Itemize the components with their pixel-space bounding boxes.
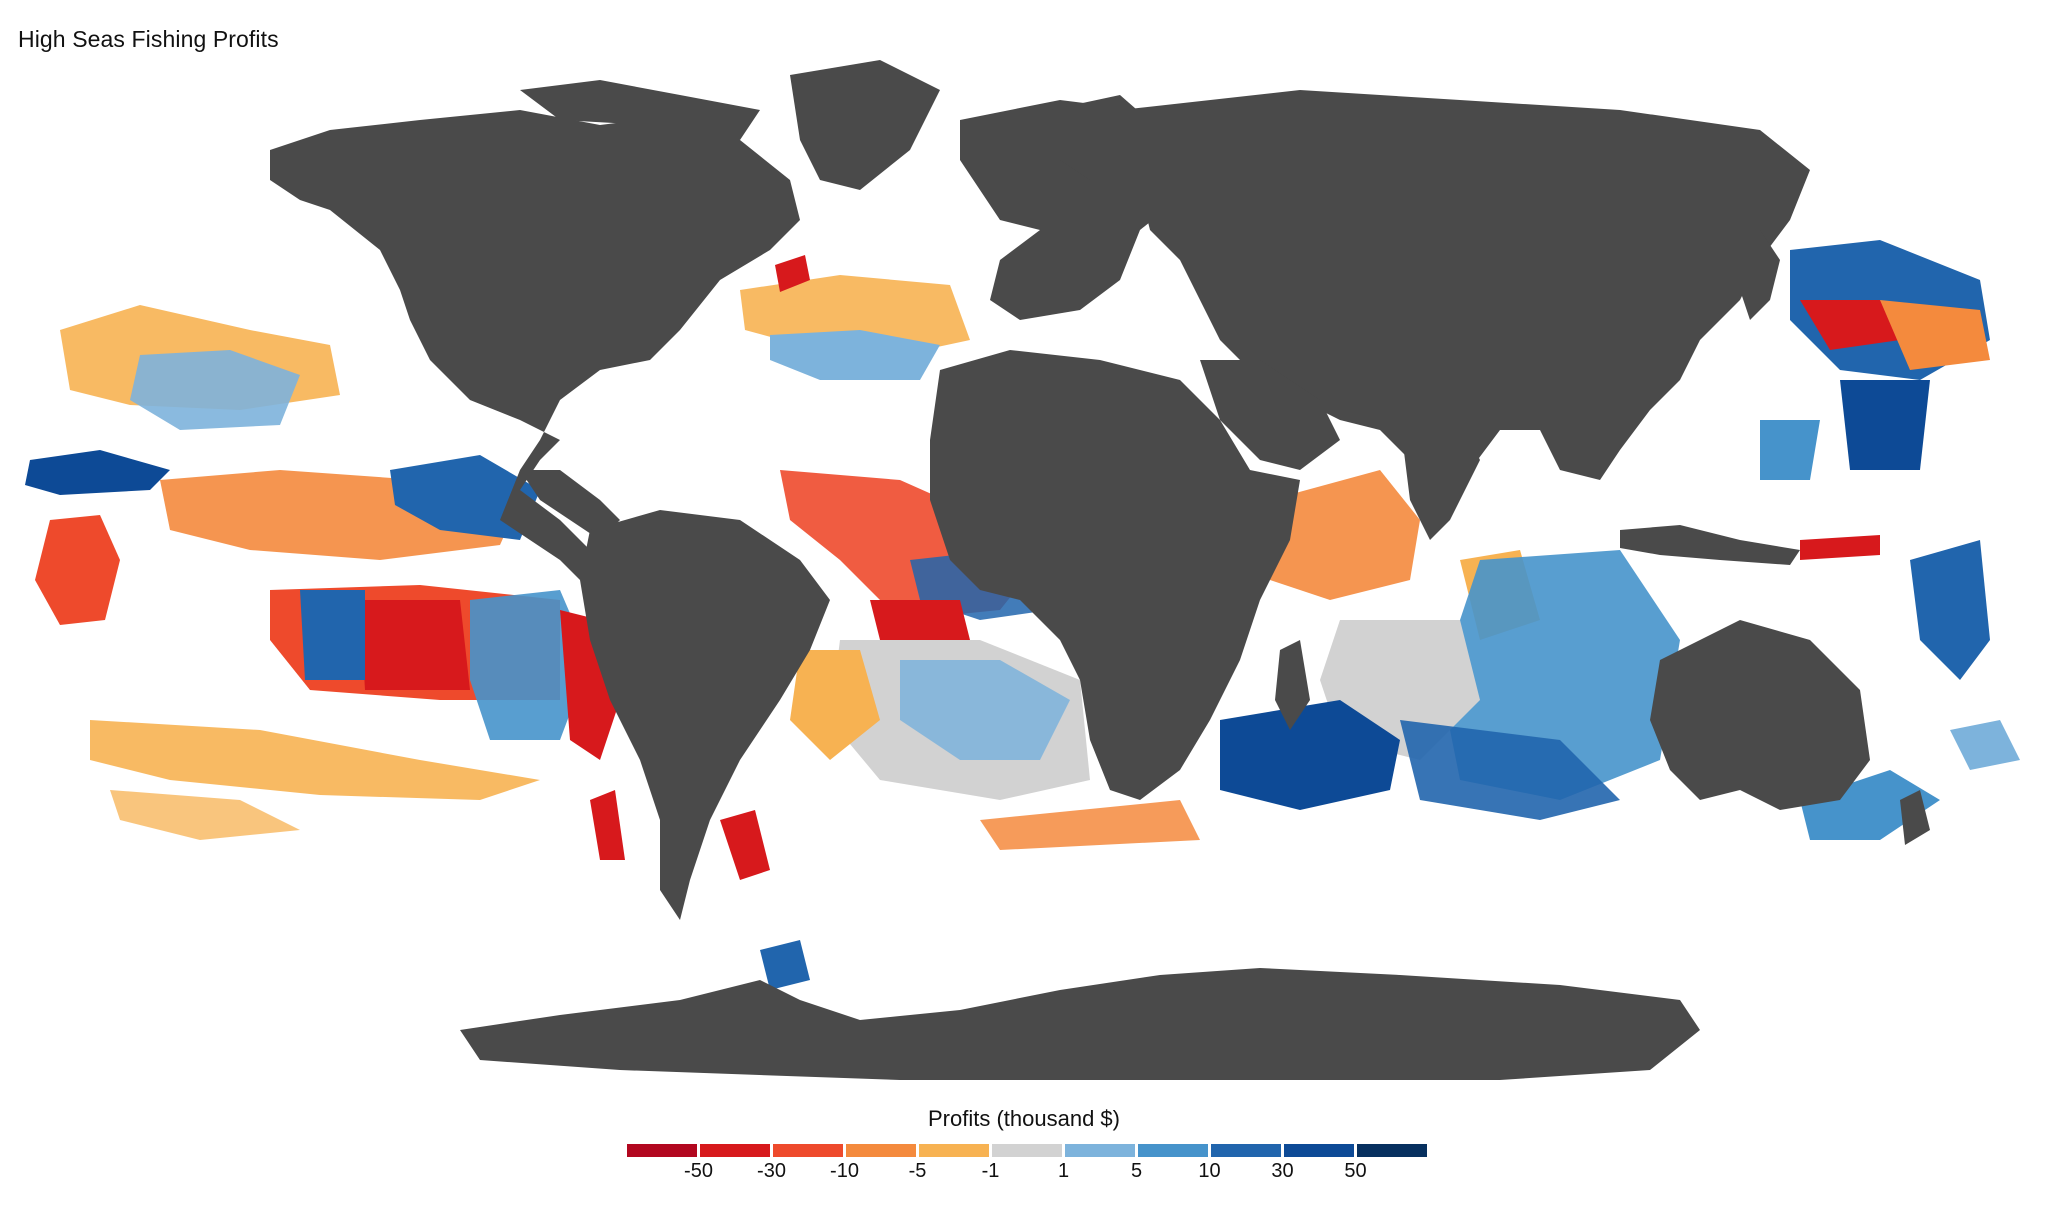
- antarctica: [460, 968, 1700, 1080]
- swatch-1-1: [992, 1144, 1062, 1157]
- swatch-1-5: [1065, 1144, 1135, 1157]
- swatch-above-50: [1357, 1144, 1427, 1157]
- patch-brazil-orange: [790, 650, 880, 760]
- new-zealand: [1900, 790, 1930, 845]
- africa: [930, 350, 1300, 800]
- central-america: [520, 470, 620, 540]
- indonesia: [1620, 525, 1800, 565]
- swatch-30-10: [773, 1144, 843, 1157]
- patch-south-atlantic-blue: [900, 660, 1070, 760]
- patch-west-pacific-darkblue: [1840, 380, 1930, 470]
- map-title: High Seas Fishing Profits: [18, 26, 279, 52]
- patch-tropical-pacific-darkred: [360, 600, 470, 690]
- legend-color-bar: [627, 1144, 1427, 1157]
- swatch-50-30: [700, 1144, 770, 1157]
- legend: Profits (thousand $) -50 -30 -10 -5 -1 1 5 10 30…: [0, 1100, 2048, 1212]
- legend-tick-label: -1: [981, 1160, 1000, 1182]
- south-america: [580, 510, 830, 920]
- legend-tick-label: 5: [1130, 1160, 1143, 1182]
- patch-greenland-red: [775, 255, 810, 292]
- world-map: [25, 60, 2020, 1080]
- patch-png-red: [1800, 535, 1880, 560]
- legend-tick-label: 10: [1198, 1160, 1221, 1182]
- swatch-below-50: [627, 1144, 697, 1157]
- patch-south-pacific-orange: [90, 720, 540, 800]
- legend-tick-label: -10: [830, 1160, 859, 1182]
- patch-chile-red: [590, 790, 625, 860]
- arabia: [1200, 360, 1340, 470]
- patch-west-pacific-orange: [1880, 300, 1990, 370]
- swatch-10-5: [846, 1144, 916, 1157]
- patch-drake-blue: [760, 940, 810, 990]
- legend-tick-label: 30: [1271, 1160, 1294, 1182]
- india: [1400, 420, 1480, 540]
- legend-ticks: -50 -30 -10 -5 -1 1 5 10 30 50: [0, 1160, 2048, 1200]
- patch-south-indian-blue: [1400, 720, 1620, 820]
- swatch-30-50: [1284, 1144, 1354, 1157]
- legend-tick-label: -50: [684, 1160, 713, 1182]
- patch-philippine-blue: [1760, 420, 1820, 480]
- ocean-profit-patches: [25, 240, 2020, 990]
- patch-south-atlantic-band: [980, 800, 1200, 850]
- greenland: [790, 60, 940, 190]
- australia: [1650, 620, 1870, 810]
- patch-east-australia-blue: [1910, 540, 1990, 680]
- legend-tick-label: 50: [1344, 1160, 1367, 1182]
- patch-hawaii-red: [35, 515, 120, 625]
- patch-south-pacific-band: [110, 790, 300, 840]
- japan: [1740, 230, 1780, 320]
- map-canvas: [25, 60, 2020, 1080]
- patch-north-pacific-darkblue: [25, 450, 170, 495]
- madagascar: [1275, 640, 1310, 730]
- swatch-5-1: [919, 1144, 989, 1157]
- north-america: [270, 110, 800, 580]
- patch-japan-sea-red: [1800, 300, 1900, 350]
- land-masses: [270, 60, 1930, 1080]
- patch-north-atlantic-blue: [770, 330, 940, 380]
- patch-tropical-pacific-blue: [300, 590, 365, 680]
- swatch-5-10: [1138, 1144, 1208, 1157]
- patch-mozambique-darkblue: [1220, 700, 1400, 810]
- arctic-islands: [520, 80, 760, 140]
- legend-tick-label: 1: [1057, 1160, 1070, 1182]
- patch-north-pacific-blue: [130, 350, 300, 430]
- legend-title: Profits (thousand $): [928, 1106, 1120, 1131]
- legend-tick-label: -5: [908, 1160, 927, 1182]
- patch-arabian-sea-orange: [1270, 470, 1420, 600]
- asia: [1120, 90, 1810, 500]
- patch-gulf-guinea-red: [870, 600, 970, 640]
- patch-argentina-red: [720, 810, 770, 880]
- patch-east-pacific-blue: [470, 590, 590, 740]
- swatch-10-30: [1211, 1144, 1281, 1157]
- legend-tick-label: -30: [757, 1160, 786, 1182]
- patch-new-zealand-blue: [1950, 720, 2020, 770]
